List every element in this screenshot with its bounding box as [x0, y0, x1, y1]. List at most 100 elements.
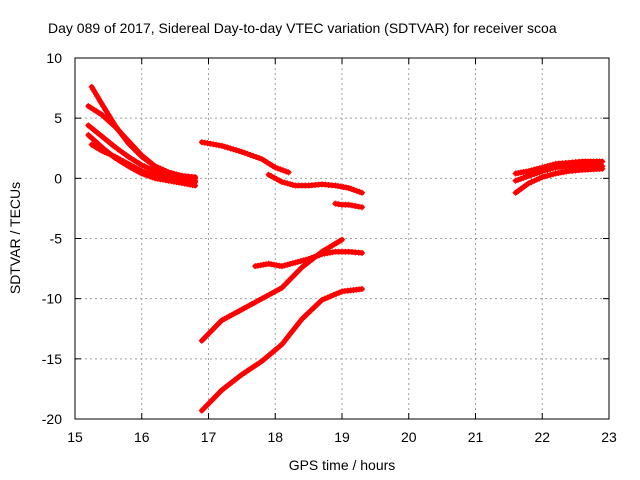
data-point [263, 292, 270, 299]
data-point [356, 188, 363, 195]
y-tick-label: 10 [46, 50, 62, 66]
data-point [258, 295, 265, 302]
data-point [207, 140, 214, 147]
data-point [146, 171, 153, 178]
data-point [289, 260, 296, 267]
data-point [106, 151, 113, 158]
data-point [278, 178, 285, 185]
data-series [85, 83, 606, 414]
data-point [599, 165, 606, 172]
series-arc-10 [198, 236, 345, 344]
data-point [210, 141, 217, 148]
data-point [223, 314, 230, 321]
data-point [272, 164, 279, 171]
data-point [539, 174, 546, 181]
data-point [218, 142, 225, 149]
data-point [101, 148, 108, 155]
data-point [144, 164, 151, 171]
data-point [533, 176, 540, 183]
data-point [277, 166, 284, 173]
data-point [201, 139, 208, 146]
axis-ticks [74, 57, 610, 420]
data-point [104, 150, 111, 157]
data-point [204, 140, 211, 147]
series-arc-5 [88, 141, 199, 184]
data-point [133, 165, 140, 172]
x-tick-label: 15 [67, 429, 83, 445]
x-tick-label: 21 [468, 429, 484, 445]
data-point [243, 303, 250, 310]
data-point [300, 257, 307, 264]
data-point [294, 258, 301, 265]
data-point [146, 165, 153, 172]
y-tick-label: 5 [54, 110, 62, 126]
data-point [244, 150, 251, 157]
data-point [345, 184, 352, 191]
chart-title: Day 089 of 2017, Sidereal Day-to-day VTE… [48, 20, 557, 36]
data-point [128, 162, 135, 169]
series-arc-8 [332, 200, 366, 211]
data-point [339, 236, 345, 243]
data-point [138, 162, 145, 169]
data-point [541, 167, 548, 174]
data-point [324, 294, 331, 301]
series-arc-11 [198, 286, 366, 414]
data-point [273, 287, 280, 294]
data-point [228, 311, 235, 318]
data-point [271, 288, 278, 295]
data-point [149, 171, 156, 178]
data-point [273, 176, 280, 183]
data-point [533, 170, 540, 177]
data-point [536, 169, 543, 176]
data-point [528, 171, 535, 178]
x-tick-label: 22 [534, 429, 550, 445]
data-point [289, 181, 296, 188]
data-point [547, 165, 554, 172]
data-point [233, 147, 240, 154]
x-tick-label: 23 [601, 429, 617, 445]
data-point [149, 166, 156, 173]
data-point [265, 171, 272, 178]
data-point [284, 180, 291, 187]
data-point [136, 166, 143, 173]
data-point [541, 173, 548, 180]
data-point [230, 146, 237, 153]
data-point [292, 259, 299, 266]
data-point [270, 174, 277, 181]
data-point [233, 309, 240, 316]
data-point [528, 178, 535, 185]
data-point [281, 262, 288, 269]
data-point [227, 145, 234, 152]
data-point [117, 156, 124, 163]
data-point [250, 152, 257, 159]
y-tick-label: 0 [54, 170, 62, 186]
data-point [247, 151, 254, 158]
data-point [520, 174, 527, 181]
data-point [318, 296, 325, 303]
data-point [349, 202, 356, 209]
data-point [114, 155, 121, 162]
data-point [335, 201, 342, 208]
series-arc-6 [198, 139, 292, 176]
data-point [231, 310, 238, 317]
y-tick-label: -20 [42, 411, 62, 427]
data-point [221, 315, 228, 322]
data-point [523, 173, 530, 180]
data-point [226, 313, 233, 320]
data-point [515, 176, 522, 183]
data-point [256, 155, 263, 162]
data-point [238, 148, 245, 155]
y-axis-title: SDTVAR / TECUs [7, 182, 23, 294]
series-arc-7 [265, 171, 366, 196]
data-point [253, 154, 260, 161]
data-point [221, 143, 228, 150]
data-point [224, 144, 231, 151]
data-point [109, 152, 116, 159]
data-point [512, 177, 519, 184]
data-point [241, 305, 248, 312]
data-point [268, 173, 275, 180]
data-point [251, 299, 258, 306]
data-point [248, 301, 255, 308]
x-tick-label: 17 [201, 429, 217, 445]
